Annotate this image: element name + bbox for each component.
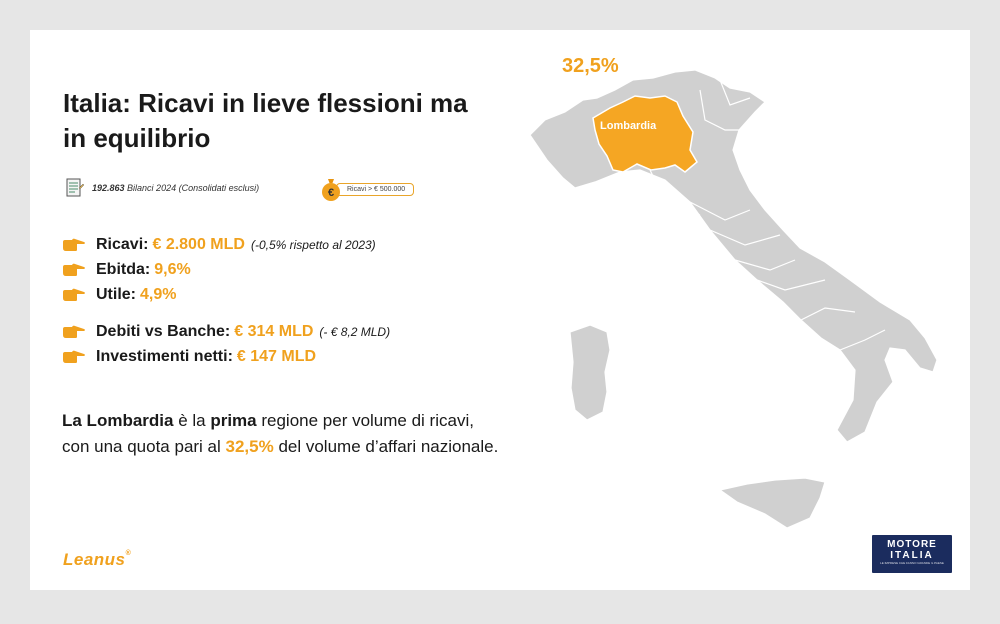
kpi-utile: Utile: 4,9% bbox=[62, 282, 390, 307]
para-region: La Lombardia bbox=[62, 411, 174, 430]
italy-map bbox=[529, 69, 938, 529]
document-icon bbox=[66, 178, 84, 197]
kpi-value: 4,9% bbox=[140, 285, 177, 303]
reports-count-text: 192.863 Bilanci 2024 (Consolidati esclus… bbox=[92, 183, 259, 193]
para-text: del volume d’affari nazionale. bbox=[273, 437, 499, 456]
brand-line1: MOTORE bbox=[887, 539, 937, 550]
kpi-value: € 314 MLD bbox=[234, 322, 314, 340]
kpi-note: (-0,5% rispetto al 2023) bbox=[250, 237, 376, 252]
motore-italia-logo: MOTORE ITALIA LE IMPRESE CHE FANNO GRAND… bbox=[872, 535, 952, 573]
kpi-debiti: Debiti vs Banche: € 314 MLD (- € 8,2 MLD… bbox=[62, 319, 390, 344]
pointing-hand-icon bbox=[63, 350, 85, 363]
lombardia-label: Lombardia bbox=[600, 120, 657, 132]
sardinia bbox=[569, 324, 611, 421]
lombardia-region bbox=[592, 95, 698, 173]
revenue-filter: € Ricavi > € 500.000 bbox=[320, 177, 415, 201]
summary-paragraph: La Lombardia è la prima regione per volu… bbox=[62, 408, 502, 460]
para-emphasis: prima bbox=[210, 411, 257, 430]
kpi-label: Ebitda: bbox=[96, 260, 151, 278]
para-text: è la bbox=[173, 411, 211, 430]
kpi-label: Utile: bbox=[96, 285, 136, 303]
pointing-hand-icon bbox=[63, 263, 85, 276]
reports-count-label: Bilanci 2024 (Consolidati esclusi) bbox=[124, 183, 260, 193]
kpi-label: Ricavi: bbox=[96, 235, 149, 253]
slide: Italia: Ricavi in lieve flessioni ma in … bbox=[30, 30, 970, 590]
brand-line2: ITALIA bbox=[890, 550, 934, 561]
para-share: 32,5% bbox=[225, 437, 274, 456]
pointing-hand-icon bbox=[63, 325, 85, 338]
revenue-filter-label: Ricavi > € 500.000 bbox=[336, 182, 415, 196]
reports-count: 192.863 bbox=[92, 183, 125, 193]
leanus-logo: Leanus® bbox=[63, 550, 132, 569]
pointing-hand-icon bbox=[63, 238, 85, 251]
kpi-investimenti: Investimenti netti: € 147 MLD bbox=[62, 344, 390, 369]
logo-text: Leanus bbox=[63, 550, 126, 569]
page-title: Italia: Ricavi in lieve flessioni ma in … bbox=[63, 88, 468, 153]
kpi-label: Investimenti netti: bbox=[96, 347, 233, 365]
kpi-value: 9,6% bbox=[154, 260, 191, 278]
sicily bbox=[718, 477, 826, 529]
brand-line3: LE IMPRESE CHE FANNO GRANDE IL PAESE bbox=[880, 561, 944, 565]
para-text: regione per volume di ricavi, con una qu… bbox=[62, 411, 474, 456]
kpi-ricavi: Ricavi: € 2.800 MLD (-0,5% rispetto al 2… bbox=[62, 232, 390, 257]
kpi-label: Debiti vs Banche: bbox=[96, 322, 231, 340]
kpi-value: € 147 MLD bbox=[236, 347, 317, 365]
money-bag-icon: € bbox=[322, 179, 340, 201]
reports-count-row: 192.863 Bilanci 2024 (Consolidati esclus… bbox=[66, 178, 259, 198]
kpi-list: Ricavi: € 2.800 MLD (-0,5% rispetto al 2… bbox=[62, 232, 390, 369]
kpi-note: (- € 8,2 MLD) bbox=[319, 324, 391, 339]
lombardia-share: 32,5% bbox=[562, 55, 619, 77]
kpi-ebitda: Ebitda: 9,6% bbox=[62, 257, 390, 282]
kpi-value: € 2.800 MLD bbox=[152, 235, 245, 253]
svg-text:€: € bbox=[328, 187, 334, 199]
pointing-hand-icon bbox=[63, 288, 85, 301]
